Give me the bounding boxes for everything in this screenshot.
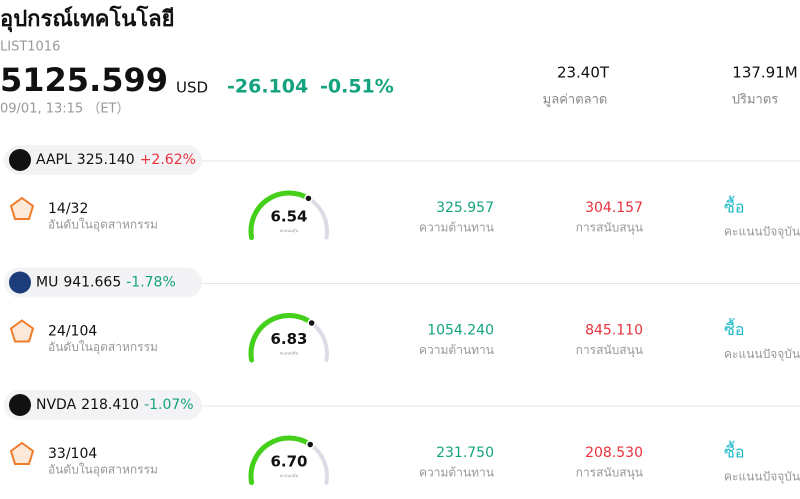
gauge-fill <box>248 313 315 363</box>
support-label: การสนับสนุน <box>576 343 643 358</box>
score: 6.70 <box>270 453 307 471</box>
stat-label: ปริมาตร <box>732 93 779 108</box>
stock-pill[interactable] <box>4 390 202 420</box>
stock-pill[interactable] <box>4 145 202 175</box>
stock-price: 218.410 <box>81 397 139 413</box>
rating: ซื้อ <box>724 196 744 217</box>
rank-label: อันดับในอุตสาหกรรม <box>48 463 158 478</box>
time: 09/01, 13:15 （ET） <box>0 102 129 117</box>
rating: ซื้อ <box>724 441 744 462</box>
score: 6.54 <box>270 208 307 226</box>
gauge-dot <box>304 194 313 203</box>
gauge-dot <box>305 440 315 449</box>
gauge-fill <box>248 435 313 486</box>
support: 208.530 <box>585 445 643 461</box>
rating-label: คะแนนปัจจุบัน <box>724 347 800 362</box>
stock-icon <box>9 394 31 416</box>
rank: 33/104 <box>48 446 97 462</box>
rank: 24/104 <box>48 324 97 340</box>
score-label: คะแนนหุ้น <box>280 228 299 234</box>
ticker: NVDA <box>36 397 77 413</box>
support-label: การสนับสนุน <box>576 221 643 236</box>
rank-icon <box>9 319 35 343</box>
rank-icon <box>9 196 35 220</box>
rank-icon <box>9 441 35 465</box>
stock-price: 325.140 <box>77 152 135 168</box>
stat-label: มูลค่าตลาด <box>543 93 608 108</box>
rating: ซื้อ <box>724 318 744 339</box>
rating-label: คะแนนปัจจุบัน <box>724 225 800 240</box>
ticker: AAPL <box>36 152 72 168</box>
stock-change: -1.78% <box>126 275 176 291</box>
resistance-label: ความต้านทาน <box>419 343 494 357</box>
currency: USD <box>176 79 208 97</box>
change: -26.104 <box>227 76 308 98</box>
resistance: 325.957 <box>436 200 494 216</box>
rank-label: อันดับในอุตสาหกรรม <box>48 340 158 355</box>
resistance-label: ความต้านทาน <box>419 221 494 235</box>
resistance: 231.750 <box>436 445 494 461</box>
support: 304.157 <box>585 200 643 216</box>
rating-label: คะแนนปัจจุบัน <box>724 470 800 485</box>
score-label: คะแนนหุ้น <box>280 473 299 479</box>
gauge-dot <box>307 318 316 328</box>
title: อุปกรณ์เทคโนโลยี <box>0 5 175 33</box>
stock-change: +2.62% <box>140 152 196 168</box>
stat-value: 137.91M <box>732 64 797 82</box>
price: 5125.599 <box>0 61 168 99</box>
support-label: การสนับสนุน <box>576 466 643 481</box>
ticker: MU <box>36 275 58 291</box>
stock-pill[interactable] <box>4 267 202 298</box>
resistance-label: ความต้านทาน <box>419 466 494 480</box>
rank-label: อันดับในอุตสาหกรรม <box>48 218 158 233</box>
resistance: 1054.240 <box>427 323 494 339</box>
stock-icon <box>9 149 31 171</box>
support: 845.110 <box>585 323 643 339</box>
stat-value: 23.40T <box>557 64 610 82</box>
stock-price: 941.665 <box>63 275 121 291</box>
code: LIST1016 <box>0 40 60 55</box>
score: 6.83 <box>270 330 307 348</box>
score-label: คะแนนหุ้น <box>280 351 299 357</box>
stock-icon <box>9 271 31 294</box>
rank: 14/32 <box>48 201 88 217</box>
stock-change: -1.07% <box>144 397 194 413</box>
change-percent: -0.51% <box>320 76 394 98</box>
gauge-fill <box>248 190 311 241</box>
